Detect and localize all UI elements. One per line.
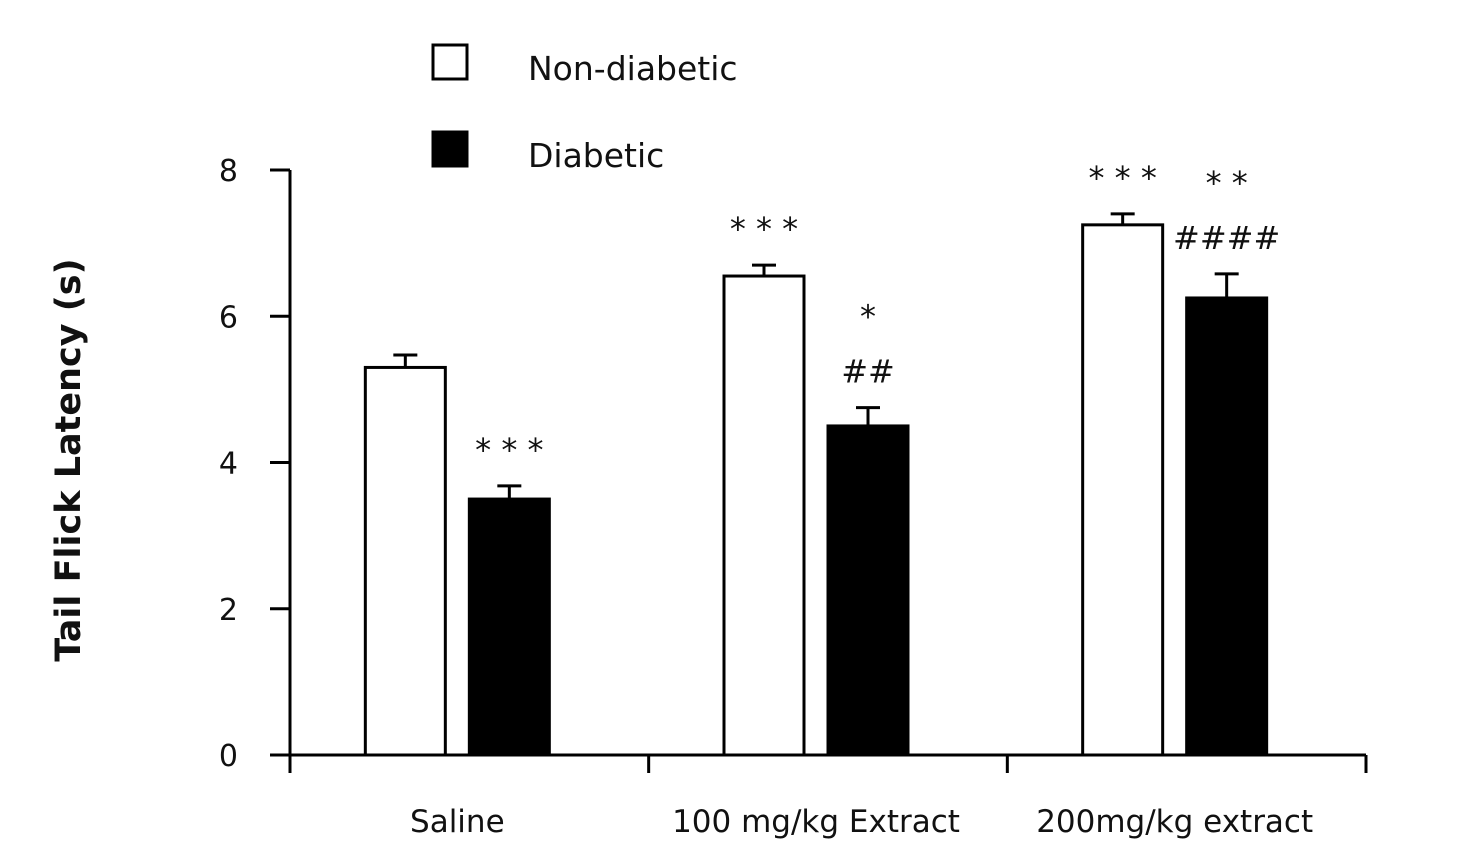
bar-diabetic: [467, 497, 551, 757]
y-tick-label: 0: [219, 739, 238, 774]
significance-annotation: ##: [841, 353, 895, 391]
significance-annotation: ####: [1173, 219, 1280, 257]
significance-annotation: * * *: [475, 431, 543, 469]
legend-label-non-diabetic: Non-diabetic: [528, 49, 738, 88]
axes: 0 2 4 6 8: [219, 154, 1368, 774]
y-axis-label: Tail Flick Latency (s): [49, 258, 89, 661]
significance-annotation: *: [860, 298, 876, 336]
significance-annotation: * * *: [1088, 159, 1156, 197]
bar-diabetic: [1185, 296, 1269, 757]
significance-annotation: * *: [1206, 164, 1248, 202]
significance-annotation: * * *: [730, 210, 798, 248]
y-tick-label: 8: [219, 154, 238, 189]
y-tick-label: 4: [219, 447, 238, 482]
y-tick-label: 6: [219, 300, 238, 335]
x-category-label: 100 mg/kg Extract: [672, 804, 960, 840]
legend: Non-diabetic Diabetic: [431, 43, 738, 175]
y-tick-label: 2: [219, 593, 238, 628]
legend-label-diabetic: Diabetic: [528, 136, 664, 175]
bar-non-diabetic: [363, 365, 447, 757]
bar-non-diabetic: [722, 274, 806, 757]
x-category-label: 200mg/kg extract: [1036, 804, 1313, 840]
bars: [363, 212, 1269, 757]
bar-non-diabetic: [1081, 223, 1165, 757]
bar-diabetic: [826, 424, 910, 757]
x-category-label: Saline: [410, 804, 505, 840]
legend-swatch-diabetic: [431, 130, 469, 168]
legend-swatch-non-diabetic: [431, 43, 469, 81]
labels: * * * Saline * * * * ## 100 mg/kg Extract * * …: [410, 159, 1313, 840]
